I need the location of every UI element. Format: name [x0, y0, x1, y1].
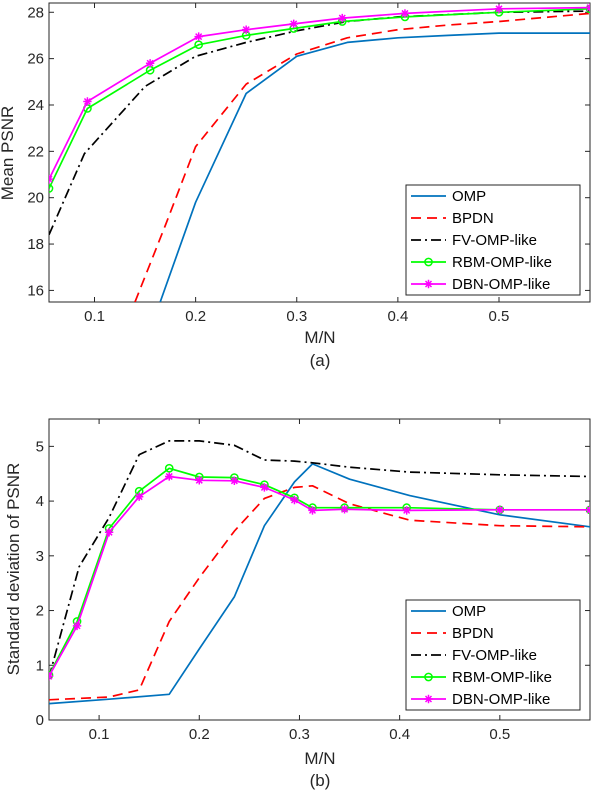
series-line-fv-omp-like: [49, 440, 590, 678]
x-tick-label: 0.5: [489, 726, 510, 743]
legend-entry: DBN-OMP-like: [452, 691, 550, 708]
series-line-dbn-omp-like: [49, 475, 590, 677]
series-line-dbn-omp-like: [49, 6, 590, 180]
legend-marker: [424, 672, 433, 682]
legend-entry: BPDN: [452, 625, 494, 642]
data-point-dbn-omp-like: [195, 476, 204, 485]
data-point-dbn-omp-like: [49, 174, 54, 184]
data-point-rbm-omp-like: [194, 40, 204, 50]
x-tick-label: 0.2: [189, 726, 210, 743]
legend: OMP BPDN FV-OMP-like RBM-OMP-like DBN-OMP-li…: [405, 184, 581, 296]
y-tick-label: 1: [36, 657, 44, 674]
data-point-dbn-omp-like: [494, 4, 504, 13]
data-point-dbn-omp-like: [49, 672, 54, 681]
y-tick-label: 16: [27, 282, 44, 299]
data-point-dbn-omp-like: [260, 483, 269, 492]
legend-entry: DBN-OMP-like: [452, 276, 550, 293]
x-tick-label: 0.3: [289, 726, 310, 743]
panel-label: (a): [310, 351, 331, 370]
x-axis-label: M/N: [304, 328, 335, 347]
x-tick-label: 0.5: [489, 308, 510, 325]
legend-marker: [424, 694, 433, 704]
data-point-dbn-omp-like: [134, 492, 144, 501]
legend-entry: BPDN: [452, 210, 494, 227]
data-point-rbm-omp-like: [49, 184, 54, 193]
data-point-dbn-omp-like: [104, 528, 114, 537]
data-point-dbn-omp-like: [495, 505, 505, 515]
legend-entry: OMP: [452, 603, 486, 620]
x-tick-label: 0.4: [387, 308, 408, 325]
series-line-bpdn: [134, 12, 590, 302]
data-point-dbn-omp-like: [230, 476, 239, 486]
data-point-rbm-omp-like: [164, 463, 174, 473]
data-point-dbn-omp-like: [308, 506, 317, 515]
y-axis-label: Standard deviation of PSNR: [4, 463, 23, 676]
panel-label: (b): [310, 771, 331, 790]
y-tick-label: 22: [27, 143, 44, 160]
legend-entry: FV-OMP-like: [452, 647, 537, 664]
legend-entry: FV-OMP-like: [452, 232, 537, 249]
x-tick-label: 0.4: [389, 726, 410, 743]
series-line-omp: [49, 463, 590, 705]
series-group: [49, 440, 590, 705]
data-point-dbn-omp-like: [400, 9, 410, 18]
legend-marker: [424, 279, 433, 289]
y-tick-label: 4: [36, 493, 44, 510]
data-point-dbn-omp-like: [83, 97, 92, 106]
legend-entry: RBM-OMP-like: [452, 254, 552, 271]
x-tick-label: 0.1: [89, 726, 110, 743]
y-tick-label: 20: [27, 190, 44, 207]
data-point-dbn-omp-like: [241, 25, 251, 34]
series-line-rbm-omp-like: [49, 467, 590, 676]
chart-panel-a: Mean PSNR M/N (a) 0.1 0.2 0.3 0.4 0.5 16 18 20 2…: [0, 2, 591, 370]
data-point-dbn-omp-like: [340, 505, 349, 514]
data-point-dbn-omp-like: [402, 506, 411, 515]
data-point-dbn-omp-like: [165, 472, 174, 481]
y-tick-label: 26: [27, 51, 44, 68]
x-tick-label: 0.1: [84, 308, 105, 325]
y-tick-label: 3: [36, 548, 44, 565]
data-point-rbm-omp-like: [585, 4, 590, 14]
y-tick-label: 5: [36, 438, 44, 455]
series-line-bpdn: [49, 484, 590, 701]
y-tick-label: 0: [36, 712, 44, 729]
x-tick-label: 0.3: [286, 308, 307, 325]
series-line-rbm-omp-like: [49, 7, 590, 189]
y-tick-label: 18: [27, 236, 44, 253]
data-point-dbn-omp-like: [145, 59, 155, 68]
y-tick-label: 24: [27, 97, 44, 114]
data-point-dbn-omp-like: [290, 495, 299, 505]
y-tick-label: 28: [27, 4, 44, 21]
series-line-omp: [159, 32, 590, 302]
series-group: [49, 3, 590, 302]
data-point-dbn-omp-like: [194, 32, 203, 41]
data-point-dbn-omp-like: [289, 19, 298, 29]
data-point-dbn-omp-like: [72, 621, 82, 631]
legend-marker: [424, 257, 433, 267]
x-axis-label: M/N: [304, 749, 335, 768]
y-axis-label: Mean PSNR: [0, 106, 17, 200]
legend-entry: OMP: [452, 188, 486, 205]
chart-panel-b: Standard deviation of PSNR M/N (b) 0.1 0.…: [4, 418, 591, 790]
legend: OMP BPDN FV-OMP-like RBM-OMP-like DBN-OMP-li…: [405, 599, 581, 711]
y-tick-label: 2: [36, 603, 44, 620]
legend-entry: RBM-OMP-like: [452, 669, 552, 686]
x-tick-label: 0.2: [185, 308, 206, 325]
data-point-dbn-omp-like: [338, 13, 347, 23]
